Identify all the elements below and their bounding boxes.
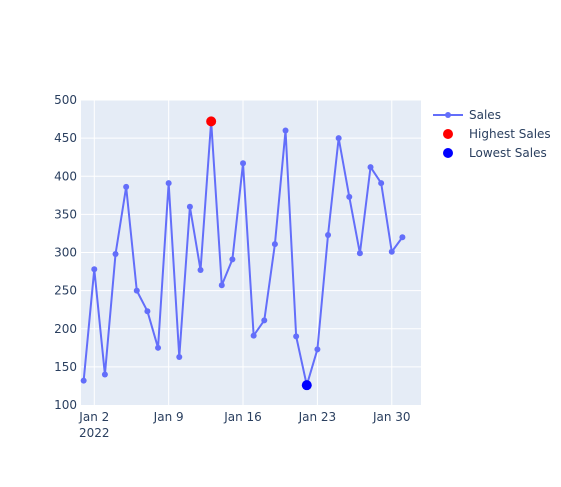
sales-point (229, 256, 236, 263)
x-tick-label: Jan 9 (153, 410, 184, 424)
sales-point (240, 160, 247, 167)
highest-sales-point (206, 116, 217, 127)
legend-marker-icon (443, 148, 453, 158)
series-layer (80, 116, 406, 391)
y-tick-label: 300 (54, 246, 77, 260)
sales-point (378, 180, 385, 187)
sales-point (399, 234, 406, 241)
legend-item-highest-sales[interactable]: Highest Sales (443, 127, 551, 141)
x-tick-label: Jan 16 (223, 410, 262, 424)
sales-point (261, 317, 268, 324)
y-tick-label: 350 (54, 207, 77, 221)
sales-point (356, 250, 363, 257)
sales-point (186, 203, 193, 210)
sales-point (91, 266, 98, 273)
sales-point (155, 344, 162, 351)
x-tick-sublabel: 2022 (79, 426, 110, 440)
sales-point (250, 332, 257, 339)
y-tick-label: 500 (54, 93, 77, 107)
sales-point (197, 267, 204, 274)
legend-item-sales[interactable]: Sales (433, 108, 501, 122)
sales-point (101, 371, 108, 378)
legend-marker-icon (445, 112, 451, 118)
sales-point (176, 353, 183, 360)
x-tick-label: Jan 2 (78, 410, 109, 424)
y-axis-ticks: 100 150 200 250 300 350 400 450 500 (54, 93, 77, 412)
sales-point (165, 180, 172, 187)
legend-marker-icon (443, 129, 453, 139)
sales-point (346, 193, 353, 200)
x-axis-ticks: Jan 2 2022 Jan 9 Jan 16 Jan 23 Jan 30 (78, 410, 410, 440)
sales-point (123, 183, 130, 190)
sales-point (335, 135, 342, 142)
y-tick-label: 100 (54, 398, 77, 412)
y-tick-label: 450 (54, 131, 77, 145)
sales-point (325, 231, 332, 238)
sales-point (271, 241, 278, 248)
sales-point (80, 377, 87, 384)
y-tick-label: 250 (54, 284, 77, 298)
sales-point (112, 251, 119, 258)
x-tick-label: Jan 30 (372, 410, 411, 424)
y-tick-label: 150 (54, 360, 77, 374)
legend-item-lowest-sales[interactable]: Lowest Sales (443, 146, 547, 160)
legend[interactable]: Sales Highest Sales Lowest Sales (433, 108, 551, 160)
sales-point (293, 333, 300, 340)
sales-point (282, 127, 289, 134)
sales-point (218, 282, 225, 289)
legend-label: Sales (469, 108, 501, 122)
sales-point (388, 248, 395, 255)
sales-point (367, 164, 374, 171)
y-tick-label: 400 (54, 169, 77, 183)
sales-point (314, 346, 321, 353)
legend-label: Highest Sales (469, 127, 551, 141)
x-tick-label: Jan 23 (298, 410, 337, 424)
sales-point (133, 287, 140, 294)
y-tick-label: 200 (54, 322, 77, 336)
legend-label: Lowest Sales (469, 146, 547, 160)
lowest-sales-point (301, 380, 312, 391)
sales-point (144, 308, 151, 315)
